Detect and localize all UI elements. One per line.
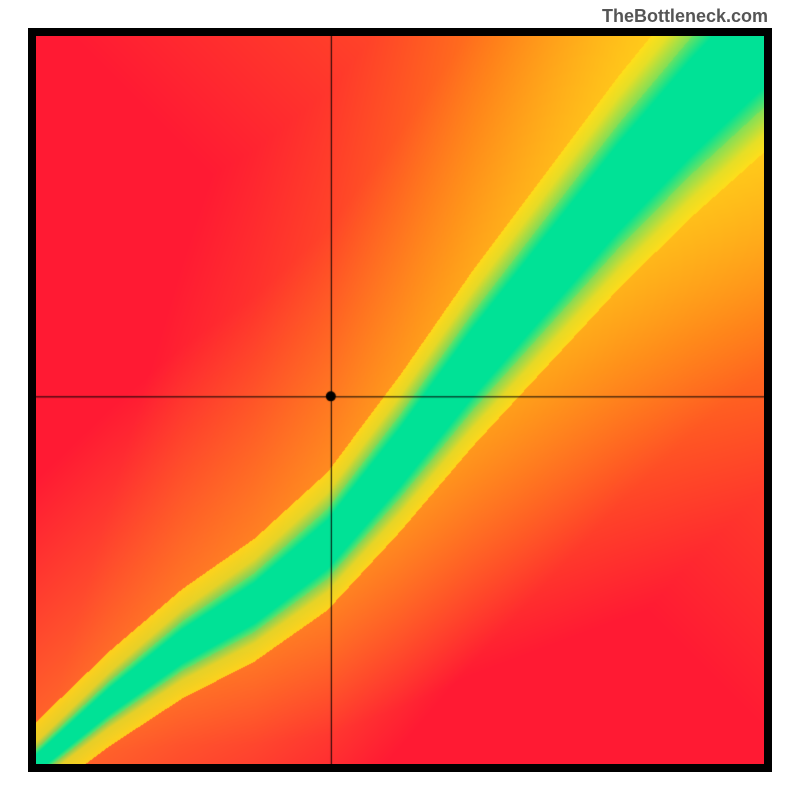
watermark-text: TheBottleneck.com (602, 6, 768, 27)
overlay-canvas (36, 36, 764, 764)
chart-container: TheBottleneck.com (0, 0, 800, 800)
chart-frame (28, 28, 772, 772)
